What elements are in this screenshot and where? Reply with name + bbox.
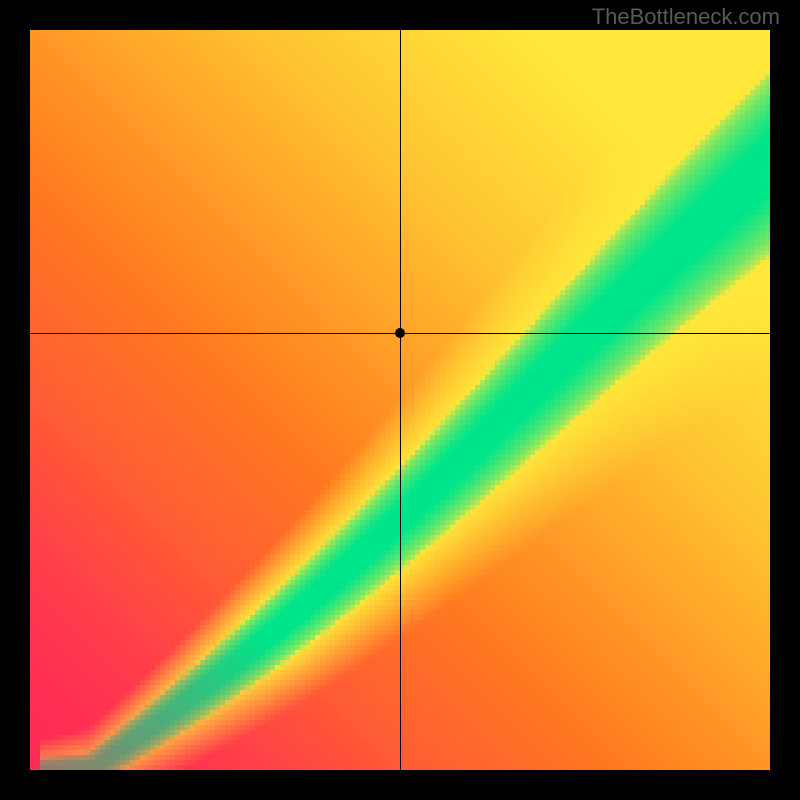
crosshair-vertical — [400, 30, 401, 770]
watermark-text: TheBottleneck.com — [592, 4, 780, 30]
chart-container: TheBottleneck.com — [0, 0, 800, 800]
